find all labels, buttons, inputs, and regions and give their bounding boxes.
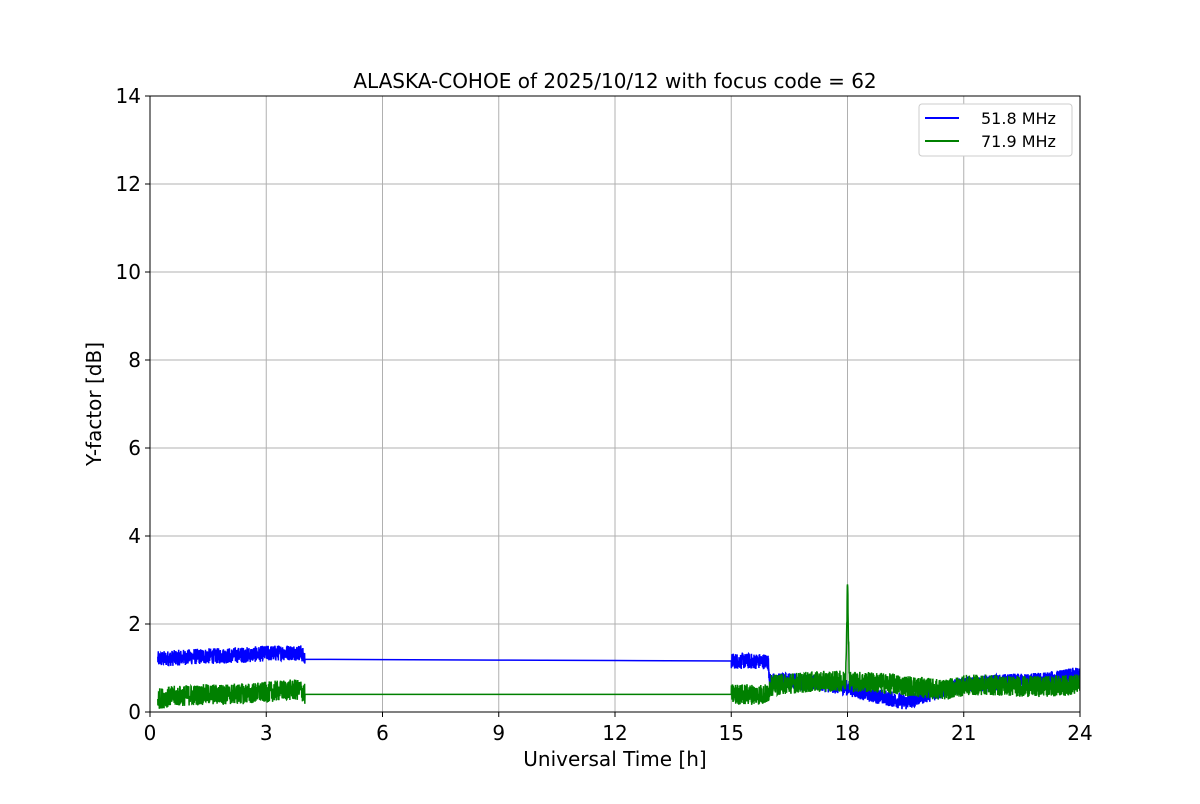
x-tick-label: 0: [144, 721, 157, 745]
series-line-71-9-mhz: [157, 584, 1080, 709]
grid: [150, 96, 1080, 712]
plot-area: [157, 584, 1080, 710]
x-tick-label: 15: [719, 721, 744, 745]
y-tick-label: 6: [128, 436, 141, 460]
x-axis-label: Universal Time [h]: [523, 747, 706, 771]
legend-label: 71.9 MHz: [981, 132, 1056, 151]
y-tick-label: 12: [116, 172, 141, 196]
y-tick-label: 0: [128, 700, 141, 724]
x-tick-label: 9: [492, 721, 505, 745]
legend-label: 51.8 MHz: [981, 109, 1056, 128]
x-tick-label: 21: [951, 721, 976, 745]
x-tick-label: 3: [260, 721, 273, 745]
x-tick-label: 24: [1067, 721, 1092, 745]
x-tick-label: 12: [602, 721, 627, 745]
x-tick-label: 6: [376, 721, 389, 745]
y-tick-label: 2: [128, 612, 141, 636]
legend: 51.8 MHz 71.9 MHz: [918, 103, 1073, 157]
y-axis-label: Y-factor [dB]: [82, 342, 106, 467]
series-line-51-8-mhz: [157, 645, 1080, 710]
chart-title: ALASKA-COHOE of 2025/10/12 with focus co…: [353, 69, 876, 93]
y-tick-label: 8: [128, 348, 141, 372]
y-tick-label: 4: [128, 524, 141, 548]
y-tick-label: 10: [116, 260, 141, 284]
x-tick-label: 18: [835, 721, 860, 745]
y-tick-label: 14: [116, 84, 141, 108]
